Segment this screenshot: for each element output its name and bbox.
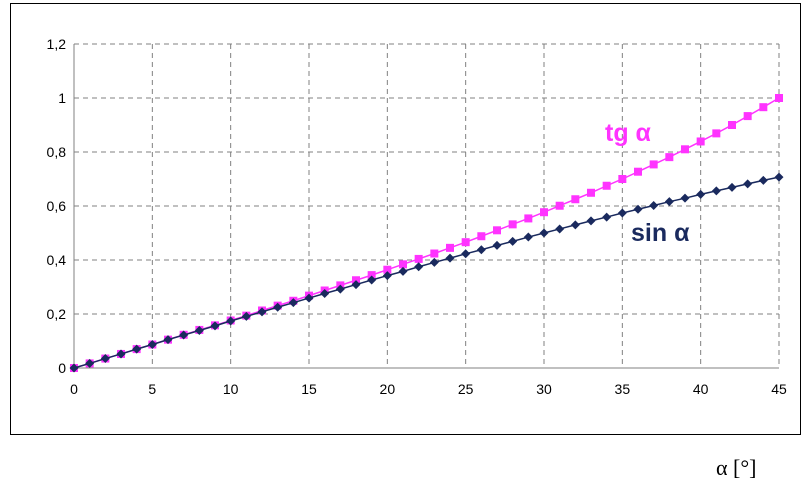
data-point-sin (100, 354, 110, 364)
data-point-sin (555, 224, 565, 234)
data-point-sin (351, 280, 361, 290)
data-point-sin (696, 189, 706, 199)
data-point-sin (649, 200, 659, 210)
data-point-sin (429, 257, 439, 267)
data-point-sin (570, 220, 580, 230)
data-point-sin (304, 293, 314, 303)
data-point-tg (665, 153, 674, 162)
data-point-tg (602, 181, 611, 190)
y-tick-label: 0,2 (47, 306, 67, 322)
data-point-sin (398, 266, 408, 276)
data-point-sin (116, 349, 126, 359)
data-point-tg (649, 160, 658, 169)
data-point-sin (273, 302, 283, 312)
data-point-sin (461, 249, 471, 259)
chart-frame: 0 0,2 0,4 0,6 0,8 1 1,2 0 5 10 15 20 25 30 35 40 45 tg α… (10, 3, 801, 435)
data-point-sin (210, 321, 220, 331)
y-tick-label: 0,4 (47, 252, 67, 268)
data-point-sin (523, 232, 533, 242)
data-point-sin (132, 344, 142, 354)
data-point-sin (633, 204, 643, 214)
data-point-sin (492, 240, 502, 250)
tick-labels: 0 0,2 0,4 0,6 0,8 1 1,2 0 5 10 15 20 25 30 35 40 45 (47, 36, 787, 397)
data-point-tg (446, 243, 454, 252)
data-point-sin (414, 262, 424, 272)
x-tick-label: 10 (223, 381, 239, 397)
line-chart: 0 0,2 0,4 0,6 0,8 1 1,2 0 5 10 15 20 25 30 35 40 45 tg α… (47, 36, 787, 397)
data-point-sin (743, 179, 753, 189)
data-point-sin (539, 228, 549, 238)
data-point-tg (775, 94, 783, 102)
data-point-sin (508, 236, 518, 246)
y-tick-label: 1 (58, 90, 66, 106)
data-point-tg (477, 232, 486, 241)
data-point-sin (85, 358, 95, 368)
data-point-sin (727, 182, 737, 192)
y-tick-label: 0,6 (47, 198, 67, 214)
data-point-tg (759, 103, 768, 112)
data-point-tg (461, 238, 470, 247)
data-point-tg (367, 271, 376, 280)
data-point-sin (664, 197, 674, 207)
y-tick-label: 0,8 (47, 144, 67, 160)
data-point-sin (69, 363, 79, 373)
data-point-tg (634, 167, 642, 176)
data-point-sin (758, 175, 768, 185)
data-point-sin (147, 340, 157, 350)
data-point-tg (712, 129, 721, 138)
x-tick-label: 0 (70, 381, 78, 397)
y-tick-label: 0 (58, 360, 66, 376)
series-label-sin: sin α (631, 219, 690, 247)
data-point-sin (617, 208, 627, 218)
data-point-tg (618, 175, 627, 183)
data-point-sin (257, 307, 267, 317)
data-point-sin (602, 212, 612, 222)
data-point-tg (587, 188, 595, 197)
data-point-sin (367, 275, 377, 285)
data-point-sin (774, 172, 784, 182)
series-markers (69, 94, 784, 373)
x-tick-label: 5 (148, 381, 156, 397)
data-point-sin (163, 335, 173, 345)
data-point-tg (383, 265, 392, 274)
data-point-tg (399, 260, 407, 269)
data-point-tg (524, 214, 533, 223)
data-point-sin (179, 330, 189, 340)
data-point-sin (711, 186, 721, 196)
data-point-sin (194, 325, 204, 335)
data-point-tg (728, 121, 736, 129)
data-point-sin (241, 311, 251, 321)
data-point-sin (382, 271, 392, 281)
data-point-tg (696, 137, 705, 146)
series-label-tg: tg α (605, 119, 652, 147)
data-point-sin (288, 298, 298, 308)
data-point-sin (680, 193, 690, 203)
data-point-sin (445, 253, 455, 263)
y-tick-label: 1,2 (47, 36, 67, 52)
data-point-sin (320, 288, 330, 298)
x-tick-label: 30 (536, 381, 552, 397)
data-point-tg (430, 249, 439, 258)
data-point-tg (414, 254, 423, 263)
data-point-tg (555, 201, 564, 210)
data-point-sin (586, 216, 596, 226)
data-point-tg (493, 226, 501, 235)
x-tick-label: 25 (458, 381, 474, 397)
x-tick-label: 15 (301, 381, 317, 397)
x-tick-label: 45 (771, 381, 787, 397)
data-point-tg (571, 195, 580, 204)
x-tick-label: 35 (615, 381, 631, 397)
x-axis-title: α [°] (716, 455, 757, 480)
x-tick-label: 40 (693, 381, 709, 397)
data-point-sin (335, 284, 345, 294)
data-point-tg (540, 208, 548, 217)
data-point-tg (508, 220, 517, 229)
data-point-tg (743, 112, 752, 121)
grid-lines (73, 43, 780, 369)
data-point-sin (226, 316, 236, 326)
series-line-1 (73, 176, 780, 369)
data-point-tg (681, 145, 689, 154)
data-point-sin (476, 245, 486, 255)
x-tick-label: 20 (380, 381, 396, 397)
